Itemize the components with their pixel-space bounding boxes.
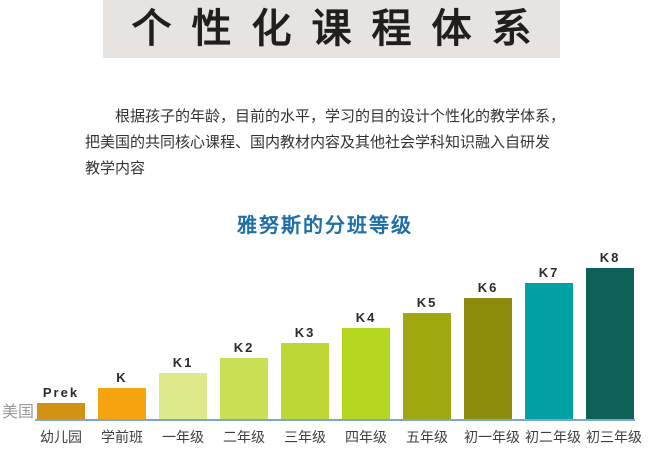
- category-label: 初二年级: [525, 429, 581, 445]
- chart-bar: [464, 298, 512, 419]
- category-label: 初一年级: [464, 429, 520, 445]
- category-label: 学前班: [101, 429, 143, 445]
- chart-bar: [281, 343, 329, 419]
- bar-value-label: K: [116, 370, 128, 385]
- bar-value-label: Prek: [42, 385, 80, 400]
- chart-bars: Prek K K1 K2 K3 K4 K5 K6 K7 K8: [35, 248, 635, 419]
- bar-value-label: K4: [355, 310, 377, 325]
- chart-bar: [403, 313, 451, 419]
- chart-bar: [159, 373, 207, 419]
- bar-group: K8: [586, 250, 634, 419]
- bar-value-label: K6: [477, 280, 499, 295]
- bar-value-label: K1: [172, 355, 194, 370]
- intro-line-2: 把美国的共同核心课程、国内教材内容及其他社会学科知识融入自研发: [85, 134, 551, 151]
- chart-bar: [98, 388, 146, 419]
- chart-bar: [342, 328, 390, 419]
- category-label: 初三年级: [586, 429, 642, 445]
- axis-left-label: 美国: [2, 404, 35, 421]
- bar-value-label: K5: [416, 295, 438, 310]
- category-label: 一年级: [162, 429, 204, 445]
- intro-paragraph: 根据孩子的年龄，目前的水平，学习的目的设计个性化的教学体系， 把美国的共同核心课…: [85, 104, 575, 182]
- bar-group: K3: [281, 325, 329, 419]
- category-label: 四年级: [345, 429, 387, 445]
- bar-value-label: K7: [538, 265, 560, 280]
- chart-bar: [220, 358, 268, 419]
- chart-bar: [525, 283, 573, 419]
- bar-group: K6: [464, 280, 512, 419]
- chart-plot-area: Prek K K1 K2 K3 K4 K5 K6 K7 K8: [35, 248, 635, 421]
- bar-group: K4: [342, 310, 390, 419]
- category-label: 五年级: [406, 429, 448, 445]
- category-label: 三年级: [284, 429, 326, 445]
- bar-group: Prek: [37, 385, 85, 419]
- chart-bar: [586, 268, 634, 419]
- chart-categories: 幼儿园 学前班 一年级 二年级 三年级 四年级 五年级 初一年级 初二年级 初三年级: [37, 427, 650, 447]
- intro-line-3: 教学内容: [85, 160, 146, 177]
- title-banner: 个性化课程体系: [103, 0, 560, 58]
- bar-group: K1: [159, 355, 207, 419]
- chart-title: 雅努斯的分班等级: [237, 215, 413, 237]
- bar-group: K5: [403, 295, 451, 419]
- intro-line-1: 根据孩子的年龄，目前的水平，学习的目的设计个性化的教学体系，: [115, 108, 566, 125]
- page-title: 个性化课程体系: [131, 7, 552, 51]
- bar-value-label: K8: [599, 250, 621, 265]
- bar-group: K: [98, 370, 146, 419]
- grade-level-bar-chart: 美国 Prek K K1 K2 K3 K4 K5 K6 K7 K8 幼儿园 学前班 一年级 二年级 三年级…: [0, 248, 650, 447]
- category-label: 幼儿园: [40, 429, 82, 445]
- chart-bar: [37, 403, 85, 419]
- category-label: 二年级: [223, 429, 265, 445]
- bar-group: K2: [220, 340, 268, 419]
- bar-value-label: K2: [233, 340, 255, 355]
- bar-group: K7: [525, 265, 573, 419]
- bar-value-label: K3: [294, 325, 316, 340]
